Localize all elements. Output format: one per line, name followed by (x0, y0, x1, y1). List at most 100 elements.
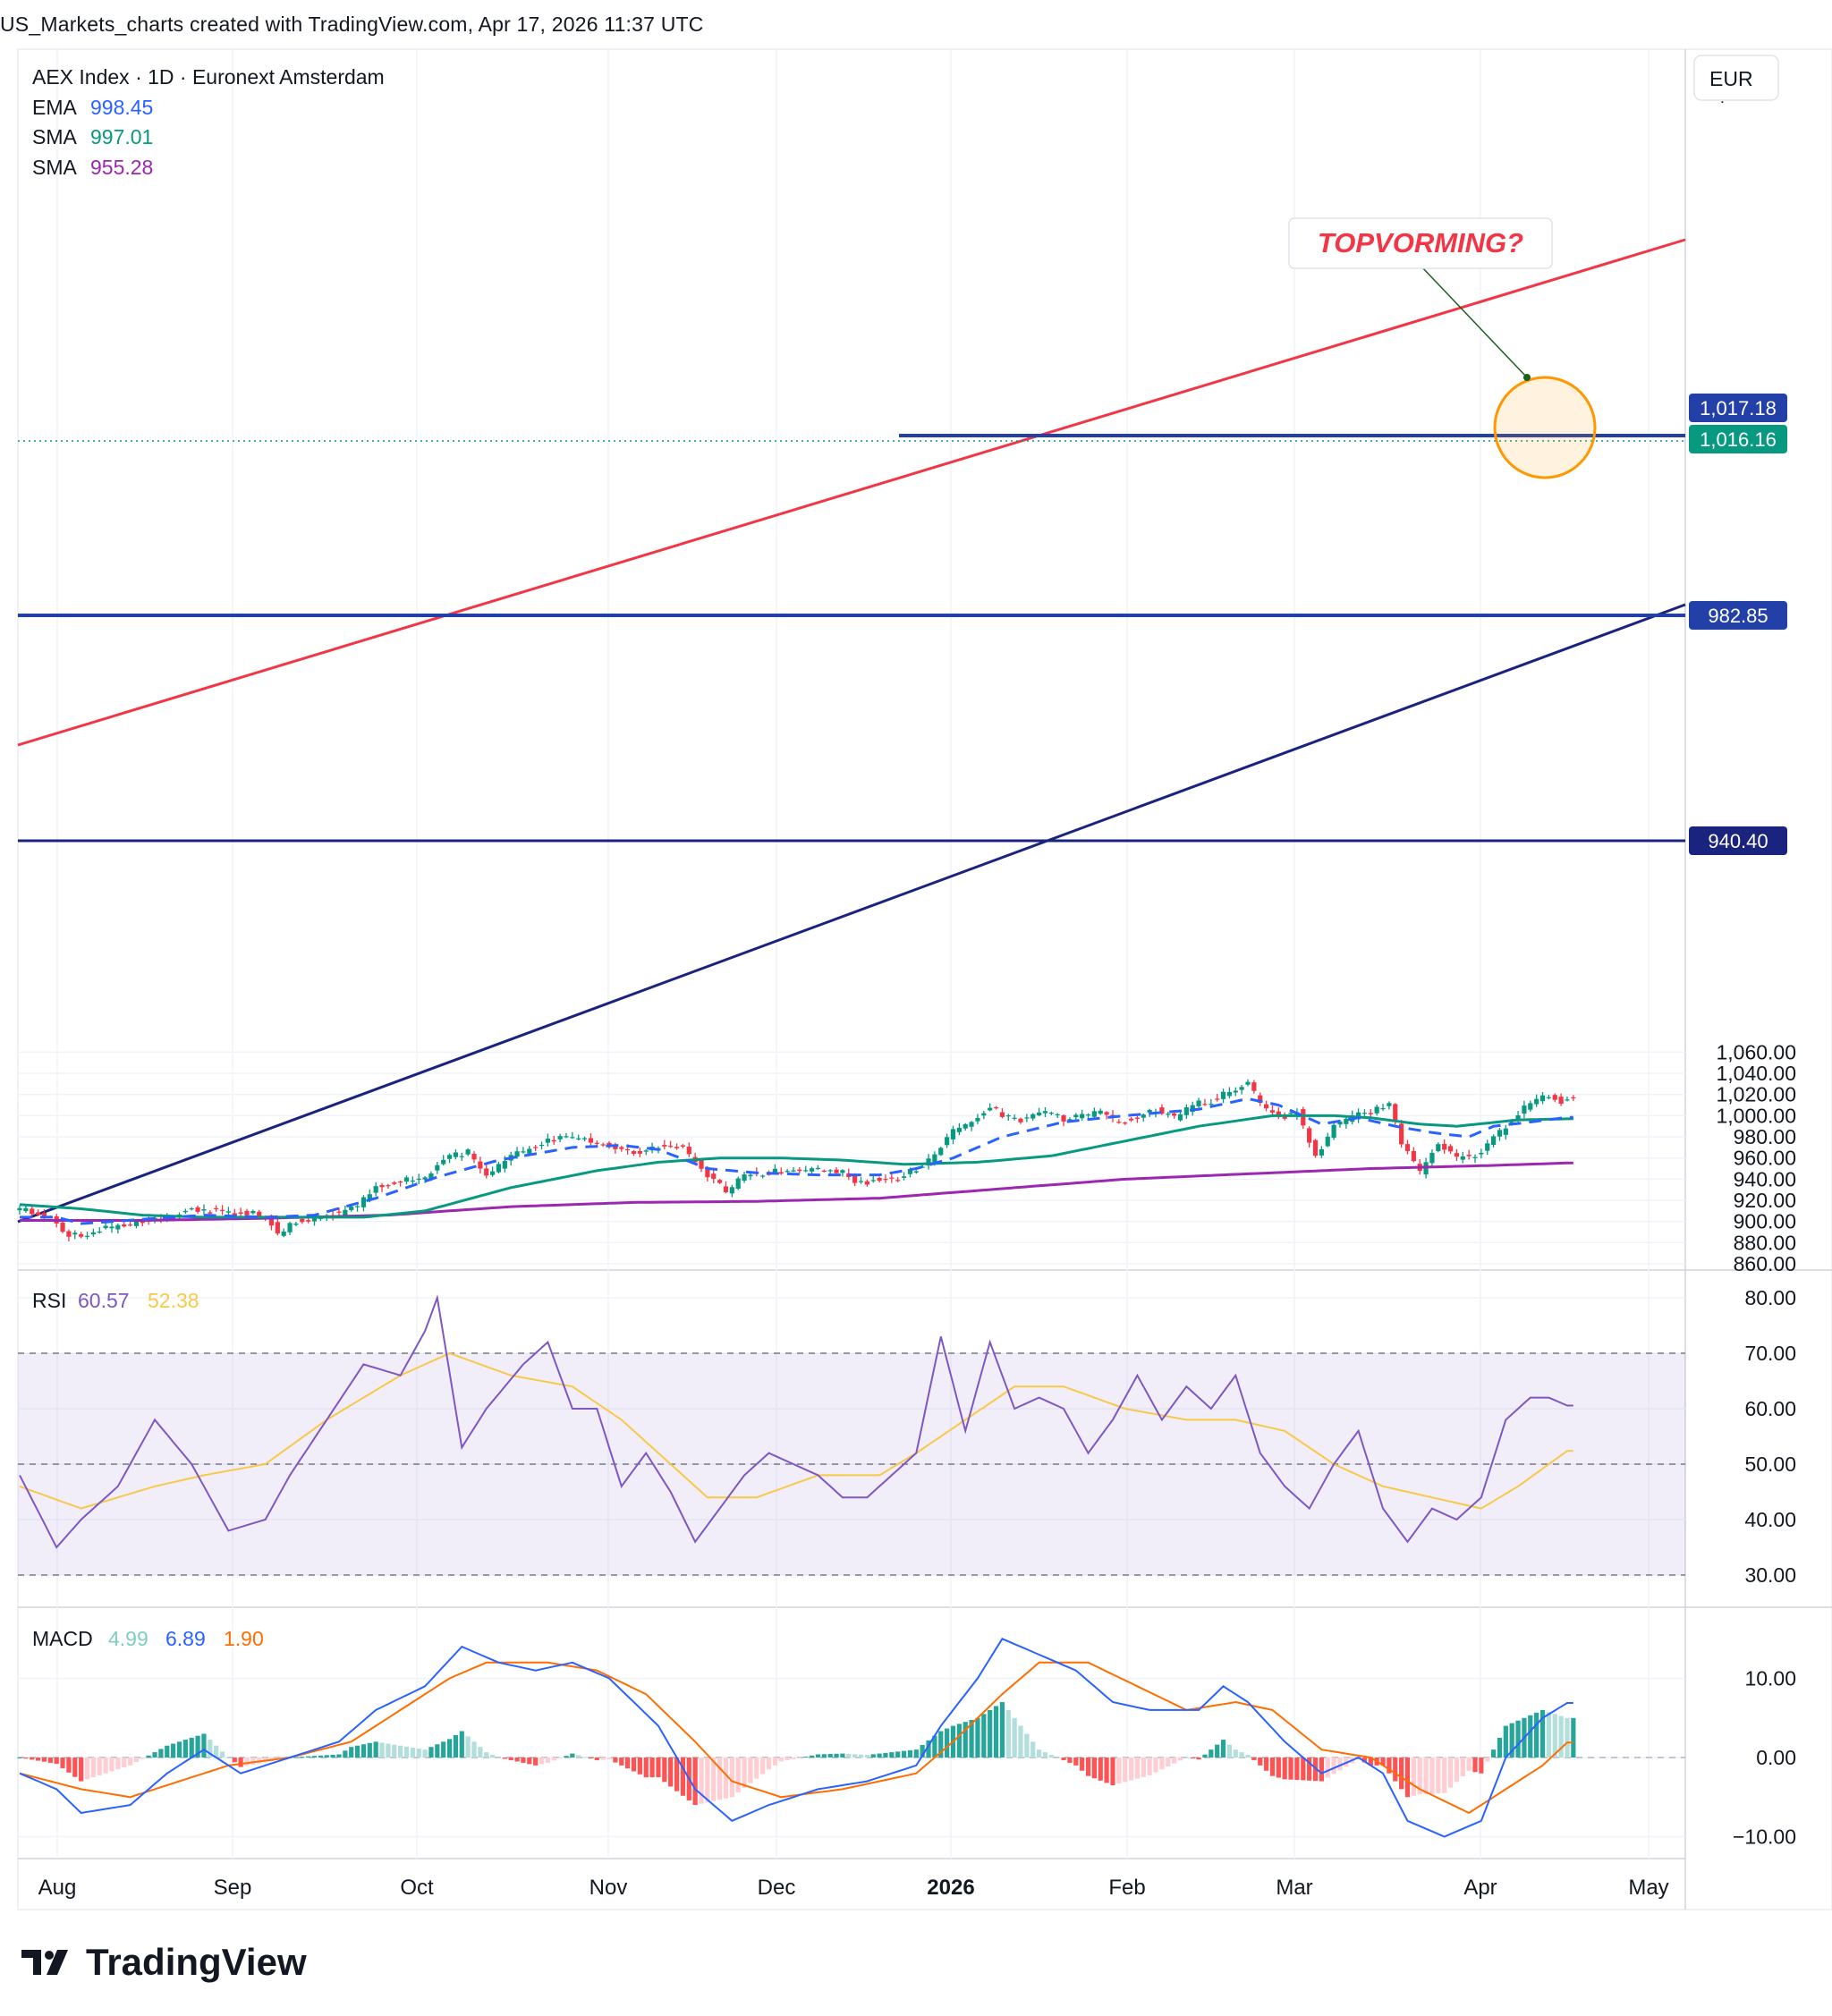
indicator-ema-name: EMA (32, 96, 78, 119)
candle-body (533, 1147, 539, 1148)
symbol-title[interactable]: AEX Index · 1D · Euronext Amsterdam (32, 65, 385, 89)
trendlines[interactable] (17, 238, 1686, 1224)
lower-trendline[interactable] (17, 603, 1686, 1224)
macd-histogram-bar (214, 1745, 219, 1758)
candle-body (446, 1155, 453, 1159)
rsi-lines (19, 1294, 1573, 1549)
annotation-group[interactable]: TOPVORMING? (1288, 217, 1597, 479)
macd-histogram-bar (1282, 1758, 1287, 1780)
tradingview-logo[interactable]: TradingView (21, 1941, 307, 1984)
candle-body (742, 1174, 747, 1182)
time-axis[interactable]: Aug Sep Oct Nov Dec 2026 Feb Mar Apr May (38, 1876, 1669, 1900)
macd-histogram-bar (1558, 1715, 1564, 1758)
macd-signal-legend-value: 1.90 (224, 1627, 264, 1650)
macd-histogram-bar (318, 1755, 323, 1758)
candle-body (1404, 1144, 1411, 1151)
candle-body (956, 1127, 962, 1132)
candle-body (932, 1154, 937, 1163)
macd-histogram-bar (1503, 1725, 1508, 1758)
macd-histogram-bar (360, 1744, 367, 1758)
macd-histogram-bar (1258, 1758, 1263, 1766)
currency-box[interactable] (1693, 55, 1779, 101)
candle-body (232, 1213, 237, 1216)
candle-body (453, 1152, 459, 1157)
upper-channel-line[interactable] (17, 238, 1686, 747)
candle-body (1209, 1104, 1214, 1105)
candle-body (281, 1231, 286, 1236)
candles (17, 1079, 1576, 1242)
candle-body (416, 1178, 421, 1180)
macd-histogram-bar (410, 1747, 415, 1758)
macd-histogram-bar (1202, 1754, 1208, 1758)
candle-body (392, 1182, 397, 1184)
highlight-circle[interactable] (1493, 376, 1597, 479)
macd-histogram-bar (367, 1742, 372, 1758)
macd-histogram-bar (846, 1753, 852, 1758)
candle-body (478, 1161, 483, 1169)
candle-body (1355, 1112, 1361, 1119)
candle-body (926, 1158, 931, 1166)
indicator-sma-50[interactable]: SMA 997.01 (32, 125, 153, 148)
candle-body (999, 1112, 1005, 1117)
price-label-tag[interactable]: 1,017.18 (1689, 394, 1787, 422)
price-label-tag[interactable]: 1,016.16 (1689, 425, 1787, 453)
candle-body (360, 1197, 367, 1207)
macd-histogram-bar (1466, 1758, 1472, 1771)
macd-histogram-bar (158, 1749, 164, 1758)
macd-histogram-bar (1042, 1752, 1048, 1758)
candle-body (1030, 1114, 1036, 1119)
rsi-legend[interactable]: RSI 60.57 52.38 (32, 1289, 199, 1312)
macd-histogram-bar (999, 1702, 1005, 1758)
currency-label: EUR (1709, 67, 1753, 90)
macd-legend-name: MACD (32, 1627, 93, 1650)
candle-body (490, 1171, 496, 1175)
candle-body (827, 1170, 833, 1172)
candle-body (1269, 1110, 1276, 1113)
macd-histogram-bar (1361, 1758, 1368, 1763)
macd-histogram-bar (72, 1758, 78, 1777)
price-label-tag[interactable]: 982.85 (1689, 601, 1787, 630)
candle-body (403, 1177, 410, 1182)
indicator-sma-50-value: 997.01 (90, 125, 153, 148)
tradingview-brand: TradingView (86, 1941, 307, 1983)
macd-histogram-bar (1429, 1758, 1435, 1794)
candle-body (41, 1213, 47, 1217)
macd-histogram-bar (1005, 1709, 1011, 1758)
macd-histogram-bar (545, 1758, 550, 1763)
candle-body (809, 1168, 815, 1172)
macd-line (19, 1638, 1573, 1838)
candle-body (1503, 1128, 1508, 1135)
candle-body (1442, 1143, 1447, 1150)
candle-body (496, 1164, 502, 1173)
price-label-tag[interactable]: 940.40 (1689, 826, 1787, 855)
sma-50-line (19, 1114, 1573, 1219)
candle-body (1546, 1097, 1551, 1098)
macd-histogram-bar (1485, 1758, 1490, 1762)
macd-histogram-bar (478, 1747, 483, 1758)
macd-histogram-bar (889, 1752, 895, 1758)
candle-body (195, 1207, 200, 1212)
macd-histogram-bar (1048, 1755, 1054, 1758)
price-tick-label: 1,040.00 (1716, 1062, 1796, 1085)
candle-body (214, 1207, 219, 1210)
price-axis[interactable]: ˙ 860.00880.00900.00920.00940.00960.00980… (1689, 99, 1796, 1849)
macd-histogram-bar (1399, 1758, 1404, 1790)
macd-histogram-bar (778, 1758, 784, 1762)
time-tick-label: 2026 (927, 1876, 974, 1900)
candle-body (821, 1170, 827, 1173)
macd-histogram-bar (1515, 1720, 1521, 1758)
macd-histogram-bar (637, 1758, 642, 1775)
candle-body (1558, 1097, 1564, 1105)
candle-body (729, 1187, 734, 1194)
indicator-sma-200[interactable]: SMA 955.28 (32, 156, 153, 179)
macd-histogram-bar (600, 1758, 606, 1760)
candle-body (140, 1221, 145, 1224)
callout-box[interactable] (1288, 217, 1553, 269)
candle-body (349, 1207, 354, 1210)
candle-body (1036, 1112, 1042, 1116)
candle-body (963, 1123, 968, 1129)
macd-legend[interactable]: MACD 4.99 6.89 1.90 (32, 1627, 264, 1650)
indicator-ema[interactable]: EMA 998.45 (32, 96, 153, 119)
candle-body (1312, 1139, 1319, 1156)
